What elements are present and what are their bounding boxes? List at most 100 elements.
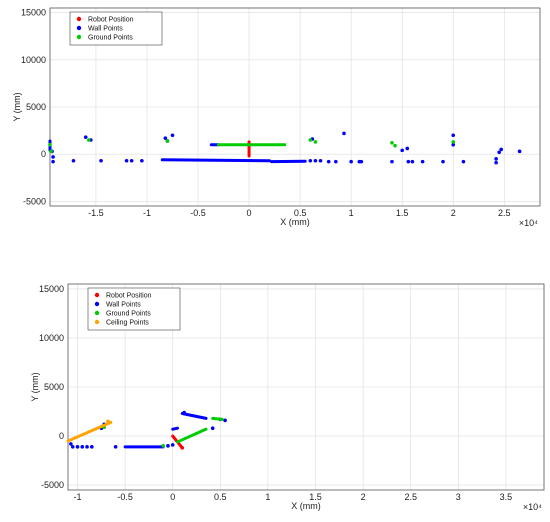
wall-points-segment [180, 411, 208, 420]
ground-points-point [86, 138, 91, 142]
wall-points-point [75, 445, 80, 449]
wall-points-point [170, 443, 175, 447]
legend-marker [94, 310, 100, 316]
y-tick-label: 5000 [44, 382, 64, 392]
legend-entry: Wall Points [106, 302, 141, 309]
legend-box [87, 287, 181, 331]
x-tick-label: 1.5 [309, 492, 322, 502]
x-tick-label: 2.5 [498, 208, 511, 218]
wall-points-point [359, 159, 364, 164]
y-tick-label: 15000 [21, 8, 46, 18]
wall-points-point [497, 150, 501, 155]
x-tick-label: -1 [143, 208, 151, 218]
plot-frame [49, 7, 541, 207]
chart-panel-1: -1.5 -1 -0.5 0 0.5 1 1.5 2 2.5 -5000 0 5000 10000 150… [12, 7, 541, 228]
ground-points-point [451, 140, 456, 144]
wall-points-point [99, 158, 103, 163]
legend: Robot Position Wall Points Ground Points [69, 11, 163, 46]
wall-points-point [326, 159, 331, 164]
y-tick-label: 0 [59, 431, 64, 441]
x-tick-label: -1.5 [88, 208, 104, 218]
ground-points-point [161, 444, 165, 448]
wall-points-point [69, 442, 73, 446]
x-tick-label: -0.5 [190, 208, 206, 218]
wall-points-segment [171, 426, 179, 431]
wall-points-segment [160, 158, 271, 163]
x-tick-label: 2 [451, 208, 456, 218]
legend-marker [76, 34, 82, 40]
ground-points-point [393, 143, 397, 148]
ground-points-point [308, 138, 313, 142]
wall-points-point [405, 146, 410, 151]
wall-points-point [51, 159, 55, 164]
wall-points-point [80, 445, 85, 449]
x-tick-label: -0.5 [117, 492, 133, 502]
robot-position-point [180, 446, 185, 450]
legend-entry: Ceiling Points [106, 320, 149, 327]
ground-points-segment [175, 427, 208, 444]
wall-points-point [140, 158, 144, 163]
wall-points-point [129, 158, 134, 163]
x-exponent-label: ×10⁴ [519, 218, 538, 228]
x-tick-label: 0 [170, 492, 175, 502]
x-tick-label: -1 [74, 492, 82, 502]
plot-frame [67, 283, 545, 491]
wall-points-point [308, 158, 313, 163]
x-tick-label: 0.5 [214, 492, 227, 502]
wall-points-point [223, 418, 227, 423]
wall-points-point [451, 142, 456, 147]
wall-points-point [85, 445, 89, 449]
wall-points-point [499, 147, 504, 152]
ground-points-point [313, 140, 318, 144]
wall-points-point [83, 135, 88, 139]
x-axis-label: X (mm) [291, 501, 321, 511]
x-tick-label: 2.5 [404, 492, 417, 502]
wall-points-point [441, 159, 445, 164]
legend-box [69, 11, 163, 46]
x-tick-label: 1 [349, 208, 354, 218]
x-tick-label: 3 [456, 492, 461, 502]
legend-marker [94, 301, 100, 307]
x-exponent-label: ×10⁴ [523, 502, 542, 512]
y-axis-label: Y (mm) [30, 372, 40, 401]
wall-points-point [166, 444, 170, 448]
legend-entry: Ground Points [88, 35, 133, 42]
wall-points-point [334, 159, 338, 164]
wall-points-point [210, 426, 215, 431]
wall-points-point [494, 160, 498, 165]
x-tick-label: 1.5 [396, 208, 409, 218]
chart-panel-2: -1 -0.5 0 0.5 1 1.5 2 2.5 3 3.5 -5000 0 5000 10000 150… [30, 283, 545, 512]
y-tick-label: 10000 [39, 333, 64, 343]
legend-marker [76, 25, 82, 31]
y-axis-label: Y (mm) [12, 92, 22, 121]
wall-points-point [71, 158, 76, 163]
x-tick-label: 0 [247, 208, 252, 218]
wall-points-point [400, 148, 404, 153]
wall-points-point [390, 159, 394, 164]
ceiling-points-segment [66, 420, 113, 443]
wall-points-point [90, 445, 94, 449]
wall-points-point [51, 155, 55, 159]
legend-entry: Wall Points [88, 26, 123, 33]
y-tick-label: 0 [41, 149, 46, 159]
legend-marker [94, 292, 100, 298]
x-tick-label: 0.5 [294, 208, 307, 218]
ceiling-points-point [106, 419, 110, 424]
wall-points-point [494, 157, 498, 161]
ground-points-point [390, 141, 394, 145]
y-tick-label: -5000 [41, 480, 64, 490]
ground-points-point [48, 142, 52, 147]
wall-points-point [349, 159, 353, 164]
wall-points-point [342, 131, 346, 136]
legend-entry: Robot Position [106, 293, 152, 300]
ground-points-point [165, 139, 170, 143]
legend-entry: Ground Points [106, 311, 151, 318]
x-tick-label: 3.5 [500, 492, 513, 502]
wall-points-point [313, 158, 318, 163]
wall-points-point [406, 159, 411, 164]
wall-points-point [451, 133, 456, 138]
wall-points-point [517, 149, 522, 154]
y-tick-label: 10000 [21, 55, 46, 65]
legend: Robot Position Wall Points Ground Points Ce… [87, 287, 181, 331]
